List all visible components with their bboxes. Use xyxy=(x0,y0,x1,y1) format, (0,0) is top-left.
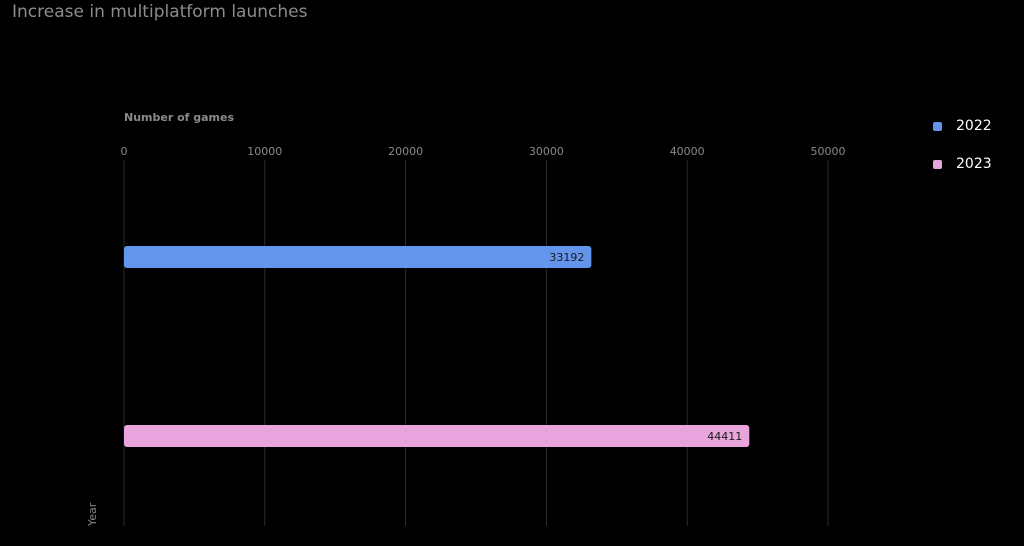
bar-2023[interactable] xyxy=(124,425,750,447)
x-tick-label: 50000 xyxy=(811,145,846,158)
legend-label-2023: 2023 xyxy=(956,156,992,172)
bar-data-label-2022: 33192 xyxy=(549,251,584,264)
x-tick-label: 30000 xyxy=(529,145,564,158)
legend: 2022 2023 xyxy=(933,116,992,192)
legend-swatch-2022 xyxy=(933,121,942,131)
legend-item-2022[interactable]: 2022 xyxy=(933,116,992,136)
legend-item-2023[interactable]: 2023 xyxy=(933,154,992,174)
bar-data-label-2023: 44411 xyxy=(707,430,742,443)
legend-label-2022: 2022 xyxy=(956,118,992,134)
bar-2022[interactable] xyxy=(124,246,592,268)
x-tick-label: 10000 xyxy=(247,145,282,158)
legend-swatch-2023 xyxy=(933,159,942,169)
x-tick-label: 40000 xyxy=(670,145,705,158)
x-tick-label: 0 xyxy=(121,145,128,158)
x-axis-label: Number of games xyxy=(124,111,234,124)
page-title: Increase in multiplatform launches xyxy=(12,2,308,22)
x-tick-label: 20000 xyxy=(388,145,423,158)
y-axis-label: Year xyxy=(86,502,99,527)
